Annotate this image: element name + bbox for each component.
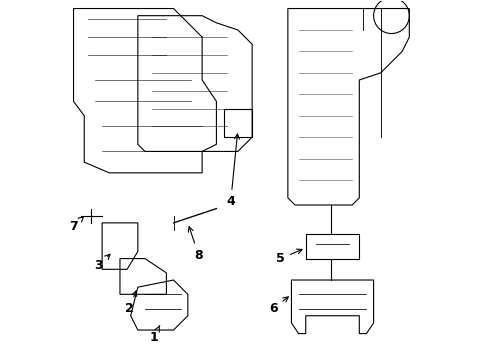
Text: 7: 7	[69, 217, 83, 233]
Text: 6: 6	[270, 297, 288, 315]
Text: 1: 1	[149, 325, 160, 344]
Text: 3: 3	[94, 254, 110, 272]
Text: 4: 4	[226, 134, 240, 208]
Text: 2: 2	[124, 291, 137, 315]
Text: 8: 8	[188, 227, 203, 261]
Text: 5: 5	[276, 249, 302, 265]
